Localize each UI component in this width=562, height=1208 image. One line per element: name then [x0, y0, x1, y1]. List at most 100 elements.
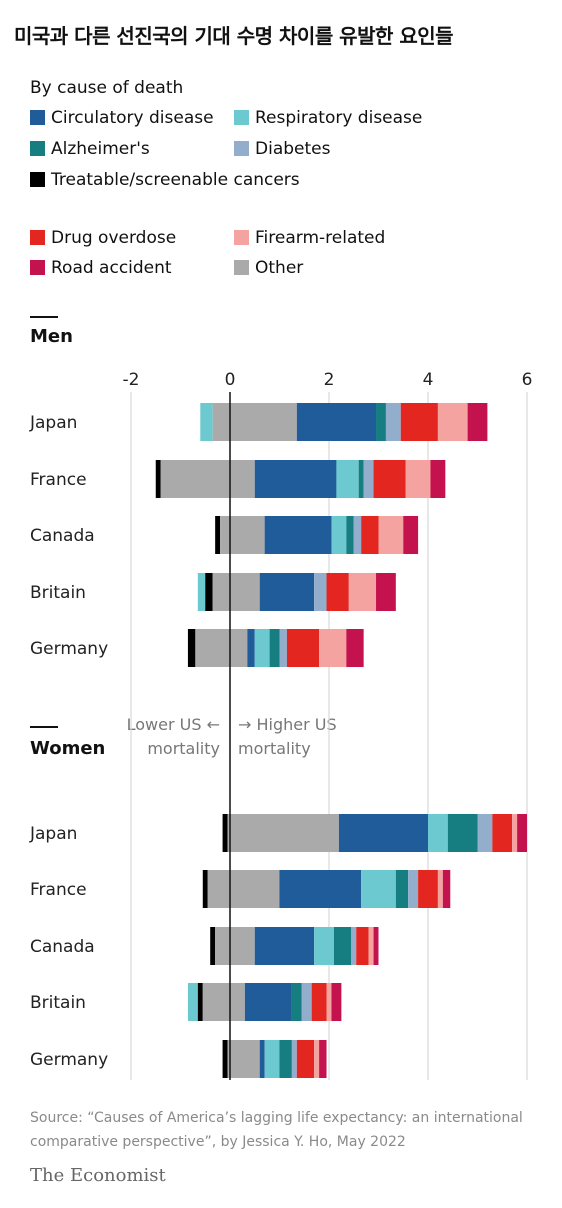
bar-segment: [296, 1040, 315, 1078]
men-panel-title: Men: [30, 326, 73, 347]
x-tick-label: -2: [123, 370, 140, 390]
bar-segment: [200, 403, 213, 441]
category-label: Britain: [30, 993, 86, 1013]
bar-segment: [467, 403, 488, 441]
bar-segment: [331, 983, 342, 1021]
bar-segment: [333, 927, 352, 965]
bar-segment: [227, 1040, 260, 1078]
bar-segment: [346, 629, 364, 667]
legend-item-cancers: Treatable/screenable cancers: [30, 170, 300, 190]
legend-swatch: [234, 260, 249, 275]
legend-swatch: [234, 141, 249, 156]
legend-label: Treatable/screenable cancers: [51, 170, 300, 190]
bar-segment: [207, 870, 280, 908]
bar-segment: [197, 573, 206, 611]
bar-segment: [215, 516, 221, 554]
bar-segment: [361, 870, 396, 908]
lower-us-line2: mortality: [147, 739, 220, 758]
bar-segment: [358, 460, 364, 498]
bar-segment: [187, 629, 196, 667]
category-label: Germany: [30, 639, 108, 659]
bar-segment: [326, 573, 349, 611]
higher-us-line1: → Higher US: [238, 715, 337, 734]
chart-svg: -2 0 2 4 6 Japan France Canada Britain Germany Jap…: [29, 370, 533, 1080]
bar-segment: [269, 629, 280, 667]
bar-segment: [400, 403, 438, 441]
bar-segment: [395, 870, 409, 908]
legend-item-diabetes: Diabetes: [234, 139, 330, 159]
higher-us-mortality-label: → Higher US mortality: [238, 713, 358, 761]
bar-segment: [222, 814, 228, 852]
bar-segment: [319, 629, 347, 667]
category-label: Japan: [29, 413, 77, 433]
source-note: Source: “Causes of America’s lagging lif…: [30, 1110, 523, 1150]
bar-segment: [187, 983, 198, 1021]
bar-segment: [338, 814, 428, 852]
lower-us-mortality-label: Lower US ← mortality: [120, 713, 220, 761]
publisher-logo: The Economist: [30, 1165, 166, 1186]
legend-swatch: [30, 110, 45, 125]
bar-segment: [492, 814, 513, 852]
legend-item-circulatory: Circulatory disease: [30, 108, 214, 128]
legend-label: Alzheimer's: [51, 139, 150, 159]
women-panel-title: Women: [30, 738, 106, 759]
bar-segment: [376, 403, 386, 441]
bar-segment: [385, 403, 401, 441]
bar-segment: [378, 516, 404, 554]
bar-segment: [254, 460, 337, 498]
bar-segment: [363, 460, 374, 498]
bar-segment: [517, 814, 527, 852]
bar-segment: [264, 516, 332, 554]
bar-segment: [430, 460, 446, 498]
legend-label: Drug overdose: [51, 228, 177, 248]
legend-item-drug-overdose: Drug overdose: [30, 228, 176, 248]
legend-swatch: [30, 172, 45, 187]
x-tick-label: 2: [324, 370, 335, 390]
bar-segment: [247, 629, 255, 667]
category-label: Britain: [30, 583, 86, 603]
higher-us-line2: mortality: [238, 739, 311, 758]
bar-segment: [259, 1040, 265, 1078]
legend-swatch: [30, 230, 45, 245]
bar-segment: [279, 629, 287, 667]
bar-segment: [356, 927, 369, 965]
bar-segment: [212, 403, 297, 441]
bar-segment: [197, 983, 203, 1021]
bar-segment: [160, 460, 255, 498]
legend-swatch: [234, 110, 249, 125]
bar-segment: [428, 814, 448, 852]
bar-segment: [326, 983, 332, 1021]
legend-label: Diabetes: [255, 139, 331, 159]
category-label: Japan: [29, 824, 77, 844]
bar-segment: [373, 460, 406, 498]
bar-segment: [202, 983, 245, 1021]
legend-swatch: [30, 141, 45, 156]
bar-segment: [212, 573, 260, 611]
x-tick-label: 6: [522, 370, 533, 390]
bar-segment: [331, 516, 347, 554]
bar-segment: [279, 870, 362, 908]
men-section-rule: [30, 316, 58, 318]
bar-segment: [210, 927, 216, 965]
bar-segment: [220, 516, 265, 554]
bar-segment: [447, 814, 478, 852]
bar-segment: [353, 516, 362, 554]
legend-label: Road accident: [51, 258, 172, 278]
bar-segment: [222, 1040, 228, 1078]
bar-segment: [418, 870, 438, 908]
bar-segment: [361, 516, 379, 554]
bar-segment: [227, 814, 339, 852]
women-section-rule: [30, 726, 58, 728]
bar-segment: [477, 814, 493, 852]
bar-segment: [254, 629, 270, 667]
x-tick-label: 0: [225, 370, 236, 390]
bar-segment: [195, 629, 248, 667]
bar-segment: [319, 1040, 327, 1078]
bar-segment: [368, 927, 374, 965]
legend-item-alzheimers: Alzheimer's: [30, 139, 150, 159]
legend-item-firearm: Firearm-related: [234, 228, 385, 248]
legend-swatch: [234, 230, 249, 245]
legend-item-respiratory: Respiratory disease: [234, 108, 422, 128]
bar-segment: [291, 983, 302, 1021]
bar-segment: [314, 1040, 320, 1078]
